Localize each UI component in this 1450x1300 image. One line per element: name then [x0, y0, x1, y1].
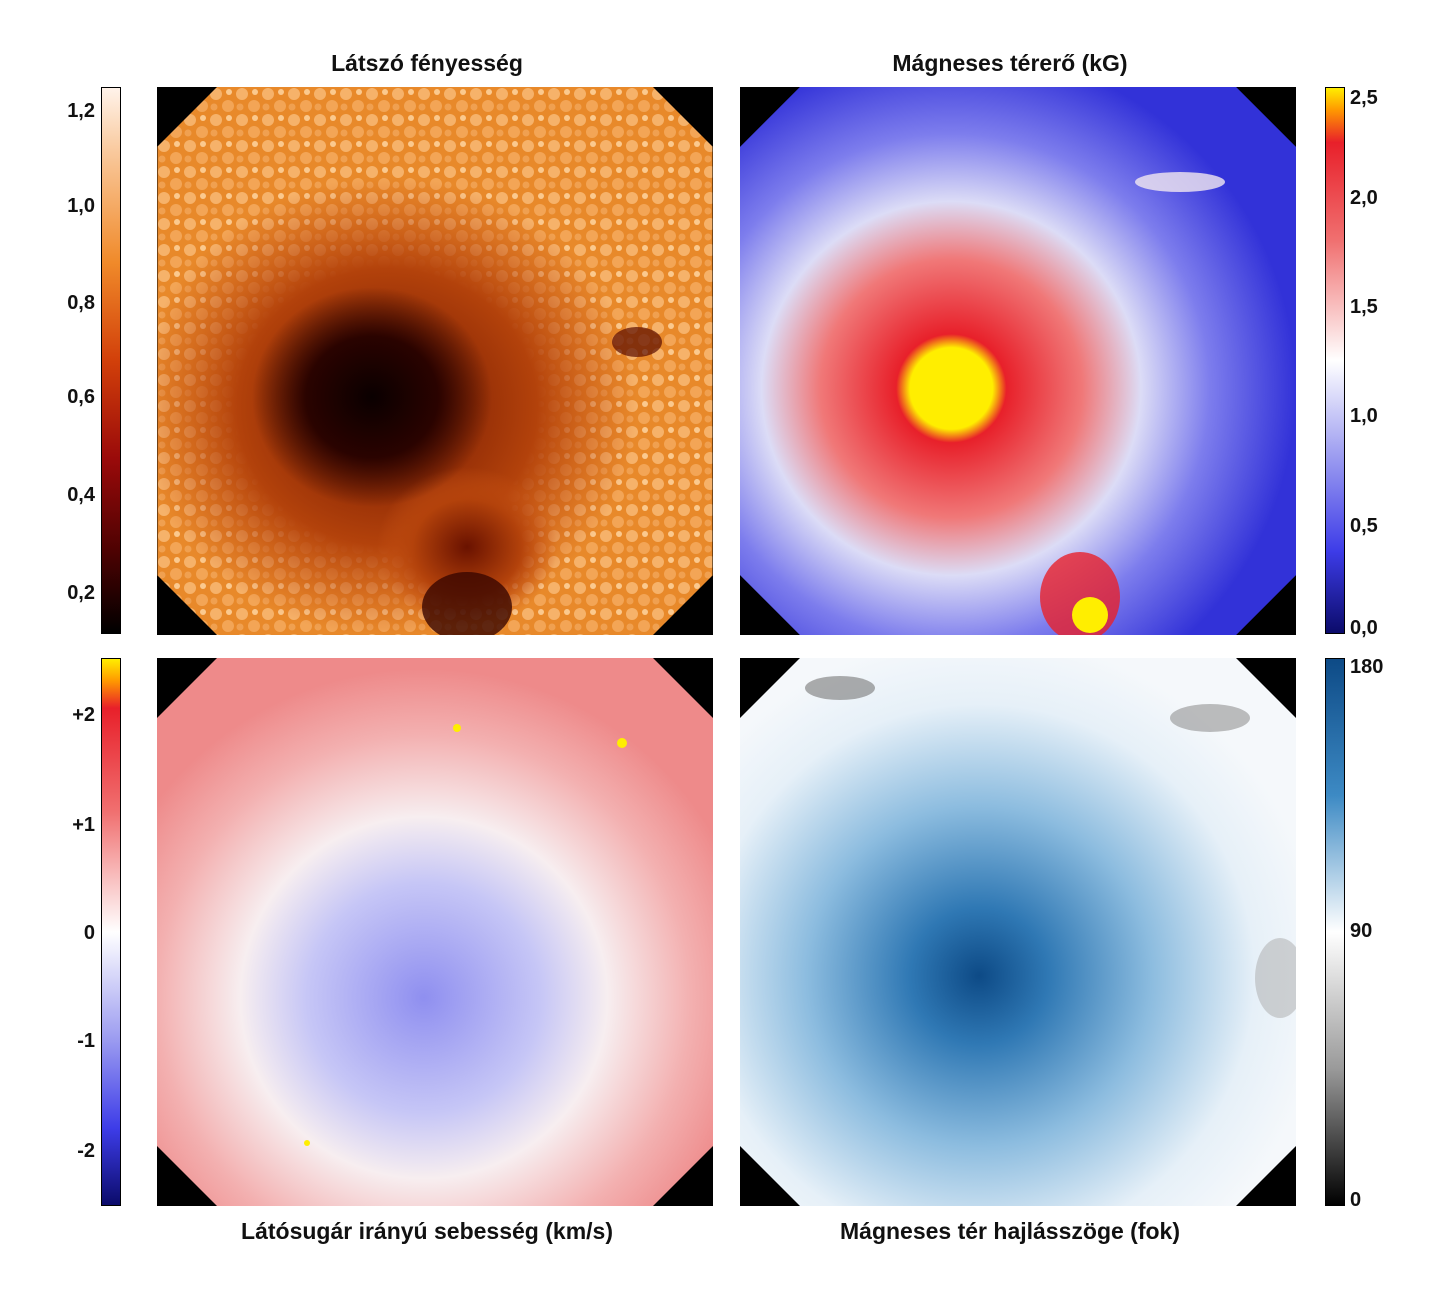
tick-label: 0 — [1350, 1189, 1362, 1211]
tick-label: 0,6 — [67, 386, 95, 408]
tick-label: 2,5 — [1350, 87, 1378, 109]
magnetic-inclination-image — [740, 658, 1296, 1206]
tick-label: +2 — [72, 704, 95, 726]
tick-label: 0,8 — [67, 292, 95, 314]
title-inclination: Mágneses tér hajlásszöge (fok) — [840, 1218, 1180, 1244]
tick-label: 1,5 — [1350, 296, 1378, 318]
colorbar-inclination — [1325, 658, 1345, 1206]
tick-label: 90 — [1350, 920, 1373, 942]
tick-label: 0,2 — [67, 582, 95, 604]
tick-label: 0,5 — [1350, 515, 1378, 537]
title-velocity: Látósugár irányú sebesség (km/s) — [241, 1218, 613, 1244]
tick-label: 2,0 — [1350, 187, 1378, 209]
sunspot-intensity-image — [157, 87, 713, 635]
colorbar-velocity — [101, 658, 121, 1206]
line-of-sight-velocity-image — [157, 658, 713, 1206]
tick-label: 1,0 — [1350, 405, 1378, 427]
tick-label: 1,0 — [67, 195, 95, 217]
tick-label: 1,2 — [67, 100, 95, 122]
tick-label: 0 — [83, 922, 95, 944]
tick-label: +1 — [72, 814, 95, 836]
tick-label: 0,0 — [1350, 617, 1378, 639]
colorbar-field-strength — [1325, 87, 1345, 634]
tick-label: 180 — [1350, 656, 1384, 678]
magnetic-field-strength-image — [740, 87, 1296, 635]
tick-label: 0,4 — [67, 484, 95, 506]
title-field-strength: Mágneses térerő (kG) — [892, 50, 1128, 76]
tick-label: -2 — [77, 1140, 95, 1162]
tick-label: -1 — [77, 1030, 95, 1052]
title-intensity: Látszó fényesség — [331, 50, 523, 76]
colorbar-intensity — [101, 87, 121, 634]
